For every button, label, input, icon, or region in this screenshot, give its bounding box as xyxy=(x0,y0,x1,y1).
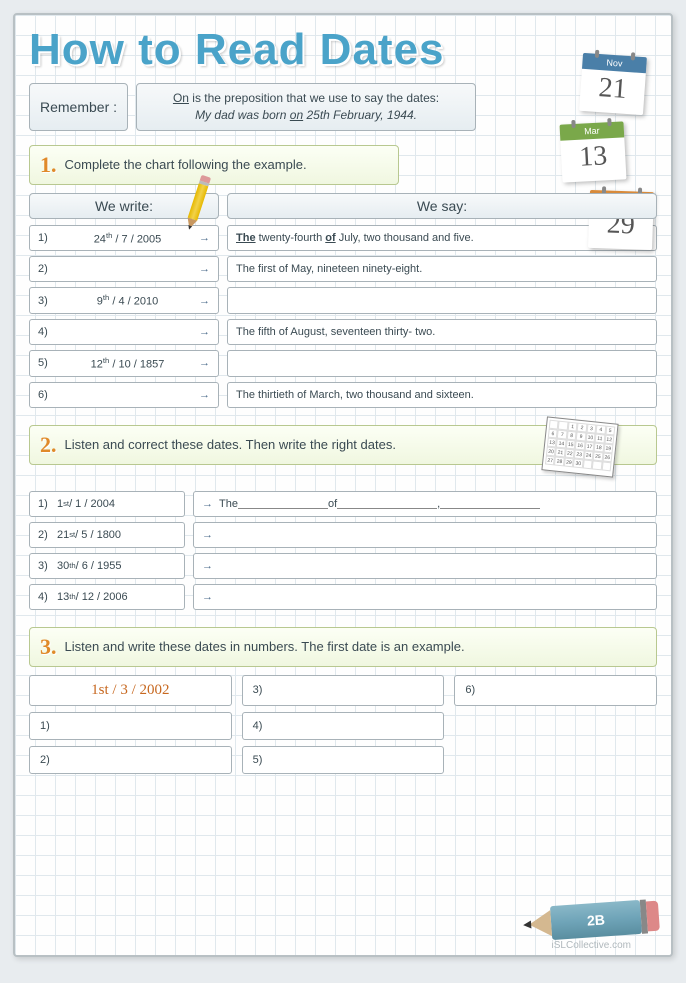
big-pencil-icon: 2B xyxy=(550,900,642,940)
ex1-say-3[interactable] xyxy=(227,287,657,314)
calendar-icon-mar: Mar 13 xyxy=(560,121,627,182)
ex1-header-say: We say: xyxy=(227,193,657,219)
ex2-row-1: 1) 1st / 1 / 2004 → The of , xyxy=(29,491,657,517)
ex1-write-5[interactable]: 5)12th / 10 / 1857→ xyxy=(29,350,219,377)
ex2-date-2[interactable]: 2) 21st / 5 / 1800 xyxy=(29,522,185,548)
ex1-row-5: 5)12th / 10 / 1857→ xyxy=(29,350,657,377)
ex2-date-1[interactable]: 1) 1st / 1 / 2004 xyxy=(29,491,185,517)
ex3-grid: 1st / 3 / 2002 3) 6) 1) 4) 2) 5) xyxy=(29,675,657,774)
calendar-icons: Nov 21 Mar 13 Oct 29 xyxy=(561,55,653,259)
ex3-cell-3[interactable]: 3) xyxy=(242,675,445,706)
ex3-cell-4[interactable]: 4) xyxy=(242,712,445,740)
watermark: iSLCollective.com xyxy=(552,940,631,951)
ex3-instruction: 3. Listen and write these dates in numbe… xyxy=(29,627,657,667)
ex1-write-3[interactable]: 3)9th / 4 / 2010→ xyxy=(29,287,219,314)
ex1-row-6: 6)→ The thirtieth of March, two thousand… xyxy=(29,382,657,408)
ex1-say-2[interactable]: The first of May, nineteen ninety-eight. xyxy=(227,256,657,282)
ex1-headers: We write: We say: xyxy=(29,193,657,219)
ex3-number: 3. xyxy=(40,634,57,660)
remember-text: On is the preposition that we use to say… xyxy=(136,83,476,131)
worksheet-page: How to Read Dates Nov 21 Mar 13 Oct 29 R… xyxy=(13,13,673,957)
ex1-row-4: 4)→ The fifth of August, seventeen thirt… xyxy=(29,319,657,345)
ex1-write-2[interactable]: 2)→ xyxy=(29,256,219,282)
ex2-instruction: 2. Listen and correct these dates. Then … xyxy=(29,425,657,465)
ex2-text: Listen and correct these dates. Then wri… xyxy=(65,437,396,452)
ex3-example: 1st / 3 / 2002 xyxy=(29,675,232,706)
mini-calendar-icon: 12345 6789101112 13141516171819 20212223… xyxy=(541,416,618,477)
ex1-instruction: 1. Complete the chart following the exam… xyxy=(29,145,399,185)
ex2-answer-1[interactable]: → The of , xyxy=(193,491,657,517)
calendar-icon-nov: Nov 21 xyxy=(579,53,647,115)
ex3-cell-5[interactable]: 5) xyxy=(242,746,445,774)
ex2-row-3: 3) 30th / 6 / 1955 → xyxy=(29,553,657,579)
ex2-answer-2[interactable]: → xyxy=(193,522,657,548)
ex2-number: 2. xyxy=(40,432,57,458)
ex1-say-4[interactable]: The fifth of August, seventeen thirty- t… xyxy=(227,319,657,345)
ex1-write-6[interactable]: 6)→ xyxy=(29,382,219,408)
ex3-cell-6[interactable]: 6) xyxy=(454,675,657,706)
ex2-date-4[interactable]: 4) 13th / 12 / 2006 xyxy=(29,584,185,610)
ex1-say-6[interactable]: The thirtieth of March, two thousand and… xyxy=(227,382,657,408)
ex1-row-3: 3)9th / 4 / 2010→ xyxy=(29,287,657,314)
ex3-text: Listen and write these dates in numbers.… xyxy=(65,639,465,654)
ex3-cell-2[interactable]: 2) xyxy=(29,746,232,774)
ex1-number: 1. xyxy=(40,152,57,178)
remember-label: Remember : xyxy=(29,83,128,131)
ex2-date-3[interactable]: 3) 30th / 6 / 1955 xyxy=(29,553,185,579)
ex1-say-5[interactable] xyxy=(227,350,657,377)
ex1-text: Complete the chart following the example… xyxy=(65,157,307,172)
ex2-row-4: 4) 13th / 12 / 2006 → xyxy=(29,584,657,610)
ex3-cell-1[interactable]: 1) xyxy=(29,712,232,740)
ex2-answer-4[interactable]: → xyxy=(193,584,657,610)
ex1-write-4[interactable]: 4)→ xyxy=(29,319,219,345)
ex2-answer-3[interactable]: → xyxy=(193,553,657,579)
ex1-row-2: 2)→ The first of May, nineteen ninety-ei… xyxy=(29,256,657,282)
ex2-row-2: 2) 21st / 5 / 1800 → xyxy=(29,522,657,548)
